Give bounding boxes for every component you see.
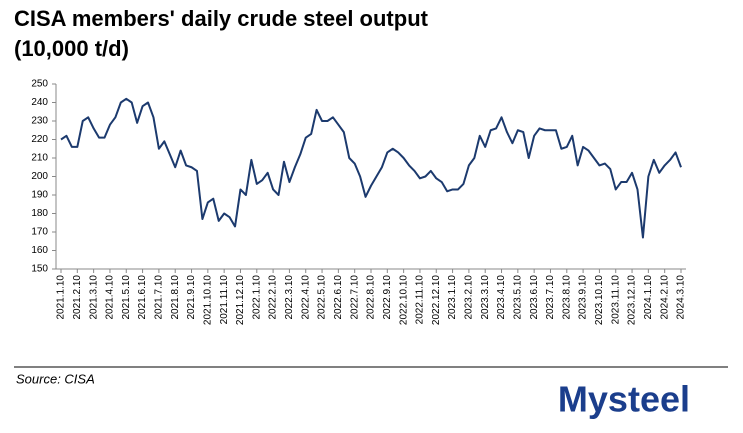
x-tick-label: 2022.6.10 bbox=[333, 275, 344, 320]
x-tick-label: 2021.7.10 bbox=[154, 275, 165, 320]
x-tick-label: 2022.11.10 bbox=[415, 275, 426, 325]
x-tick-label: 2022.3.10 bbox=[284, 275, 295, 320]
x-tick-label: 2022.4.10 bbox=[300, 275, 311, 320]
x-tick-label: 2021.6.10 bbox=[137, 275, 148, 320]
y-tick-label: 190 bbox=[31, 190, 48, 201]
y-tick-label: 240 bbox=[31, 97, 48, 108]
source: Source: CISA bbox=[16, 371, 95, 386]
x-tick-label: 2023.6.10 bbox=[529, 275, 540, 320]
chart-title: CISA members' daily crude steel output bbox=[14, 6, 429, 31]
x-tick-label: 2023.8.10 bbox=[561, 275, 572, 320]
y-tick-label: 170 bbox=[31, 227, 48, 238]
x-tick-label: 2022.7.10 bbox=[349, 275, 360, 320]
x-tick-label: 2021.12.10 bbox=[235, 275, 246, 325]
y-tick-label: 200 bbox=[31, 171, 48, 182]
chart-subtitle: (10,000 t/d) bbox=[14, 36, 129, 61]
x-tick-label: 2023.10.10 bbox=[594, 275, 605, 325]
x-tick-label: 2023.5.10 bbox=[512, 275, 523, 320]
x-tick-label: 2022.5.10 bbox=[317, 275, 328, 320]
x-tick-label: 2022.12.10 bbox=[431, 275, 442, 325]
y-tick-label: 250 bbox=[31, 79, 48, 90]
line-series bbox=[60, 97, 682, 239]
x-tick-label: 2021.2.10 bbox=[72, 275, 83, 320]
x-tick-label: 2021.1.10 bbox=[56, 275, 67, 320]
y-tick-label: 160 bbox=[31, 245, 48, 256]
x-tick-label: 2021.11.10 bbox=[219, 275, 230, 325]
x-tick-label: 2023.1.10 bbox=[447, 275, 458, 320]
x-tick-label: 2023.7.10 bbox=[545, 275, 556, 320]
x-tick-label: 2022.2.10 bbox=[268, 275, 279, 320]
x-tick-label: 2022.9.10 bbox=[382, 275, 393, 320]
x-tick-label: 2021.9.10 bbox=[186, 275, 197, 320]
x-tick-label: 2023.3.10 bbox=[480, 275, 491, 320]
x-tick-label: 2021.8.10 bbox=[170, 275, 181, 320]
x-tick-label: 2024.2.10 bbox=[659, 275, 670, 320]
x-tick-label: 2023.12.10 bbox=[627, 275, 638, 325]
x-tick-label: 2024.1.10 bbox=[643, 275, 654, 320]
x-tick-label: 2024.3.10 bbox=[676, 275, 687, 320]
y-tick-label: 220 bbox=[31, 134, 48, 145]
x-tick-label: 2022.8.10 bbox=[366, 275, 377, 320]
y-tick-label: 150 bbox=[31, 264, 48, 275]
x-tick-label: 2023.11.10 bbox=[610, 275, 621, 325]
x-tick-label: 2021.5.10 bbox=[121, 275, 132, 320]
x-tick-label: 2023.2.10 bbox=[464, 275, 475, 320]
x-tick-label: 2021.4.10 bbox=[105, 275, 116, 320]
x-tick-label: 2023.4.10 bbox=[496, 275, 507, 320]
x-tick-label: 2022.10.10 bbox=[398, 275, 409, 325]
x-tick-label: 2021.3.10 bbox=[88, 275, 99, 320]
y-tick-label: 180 bbox=[31, 208, 48, 219]
x-tick-label: 2023.9.10 bbox=[578, 275, 589, 320]
y-tick-label: 210 bbox=[31, 153, 48, 164]
x-tick-label: 2022.1.10 bbox=[251, 275, 262, 320]
logo: Mysteel bbox=[558, 379, 690, 420]
x-tick-label: 2021.10.10 bbox=[202, 275, 213, 325]
y-tick-label: 230 bbox=[31, 116, 48, 127]
